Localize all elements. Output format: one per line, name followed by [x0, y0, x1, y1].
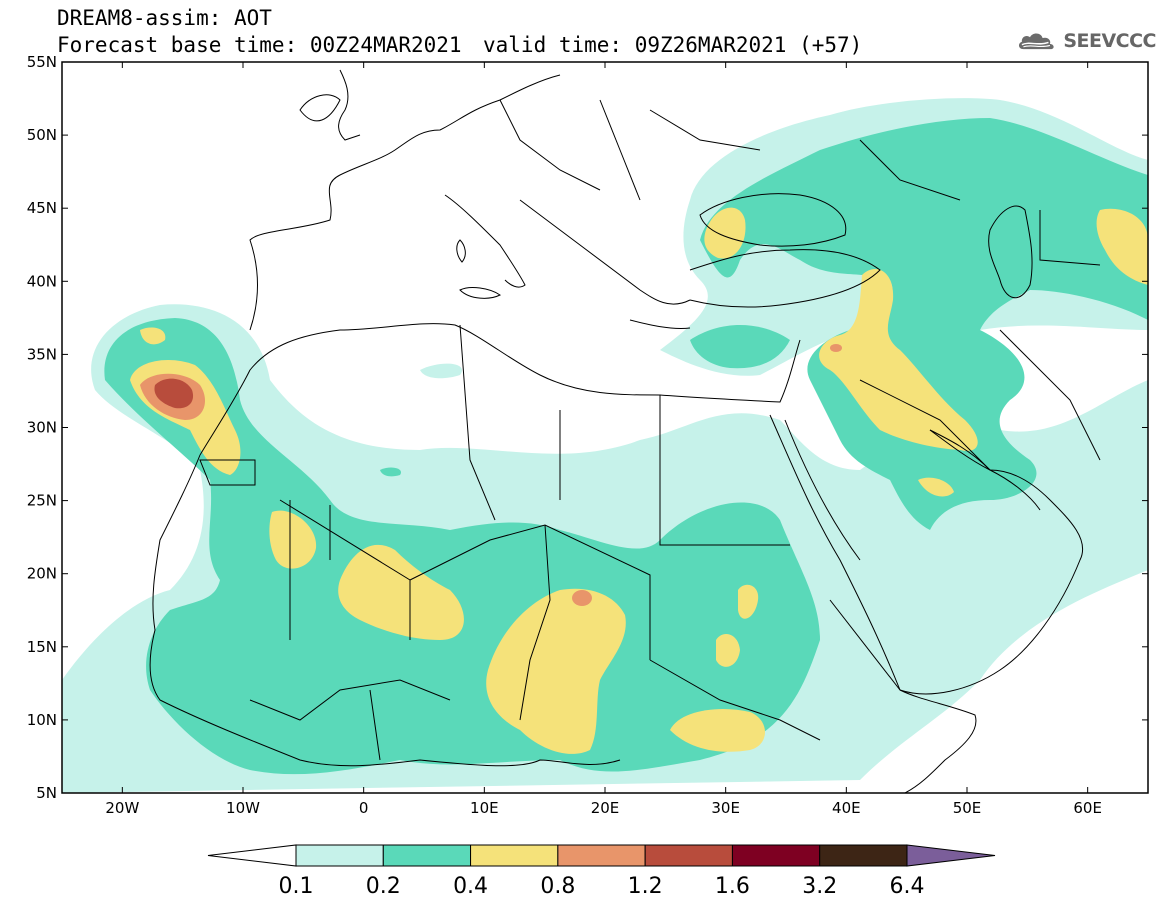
map-title: DREAM8-assim: AOT	[57, 6, 272, 30]
colorbar-box	[819, 844, 908, 867]
lon-tick-label: 30E	[711, 799, 740, 817]
colorbar-legend: 0.1 0.2 0.4 0.8 1.2 1.6 3.2 6.4	[207, 844, 996, 899]
logo-text: SEEVCCC	[1063, 30, 1156, 52]
lon-tick-label: 20E	[591, 799, 620, 817]
lat-tick-label: 45N	[27, 199, 57, 217]
colorbar-level-label: 1.6	[715, 874, 750, 899]
lon-tick-label: 10W	[226, 799, 260, 817]
lat-tick-label: 50N	[27, 126, 57, 144]
forecast-base-time: Forecast base time: 00Z24MAR2021	[57, 33, 462, 57]
colorbar-level-label: 6.4	[890, 874, 925, 899]
lon-tick-label: 0	[359, 799, 369, 817]
colorbar-box	[295, 844, 384, 867]
longitude-axis: 20W 10W 0 10E 20E 30E 40E 50E 60E	[105, 62, 1102, 817]
colorbar-box	[382, 844, 472, 867]
colorbar-level-label: 0.2	[366, 874, 401, 899]
latitude-axis: 55N 50N 45N 40N 35N 30N 25N 20N 15N 10N 5N	[27, 53, 1148, 802]
colorbar-box	[731, 844, 821, 867]
colorbar-box	[557, 844, 646, 867]
lon-tick-label: 40E	[832, 799, 861, 817]
cloud-icon	[1018, 33, 1054, 50]
colorbar-box	[644, 844, 733, 867]
lat-tick-label: 20N	[27, 565, 57, 583]
colorbar-over-triangle	[906, 844, 996, 867]
lon-tick-label: 50E	[953, 799, 982, 817]
lat-tick-label: 55N	[27, 53, 57, 71]
seevccc-logo: SEEVCCC	[1016, 24, 1156, 58]
lat-tick-label: 15N	[27, 638, 57, 656]
lon-tick-label: 60E	[1073, 799, 1102, 817]
lat-tick-label: 25N	[27, 492, 57, 510]
colorbar-level-label: 1.2	[628, 874, 663, 899]
colorbar-level-label: 0.4	[453, 874, 488, 899]
lon-tick-label: 20W	[105, 799, 139, 817]
colorbar-level-label: 3.2	[802, 874, 837, 899]
valid-time: valid time: 09Z26MAR2021 (+57)	[483, 33, 863, 57]
lat-tick-label: 5N	[36, 784, 57, 802]
colorbar-under-triangle	[207, 844, 297, 867]
lat-tick-label: 10N	[27, 711, 57, 729]
lat-tick-label: 30N	[27, 419, 57, 437]
colorbar-level-label: 0.1	[279, 874, 314, 899]
colorbar-level-label: 0.8	[540, 874, 575, 899]
colorbar-box	[470, 844, 559, 867]
aot-shading	[62, 98, 1148, 793]
coastlines	[149, 69, 1101, 793]
lon-tick-label: 10E	[470, 799, 499, 817]
lat-tick-label: 40N	[27, 272, 57, 290]
lat-tick-label: 35N	[27, 345, 57, 363]
